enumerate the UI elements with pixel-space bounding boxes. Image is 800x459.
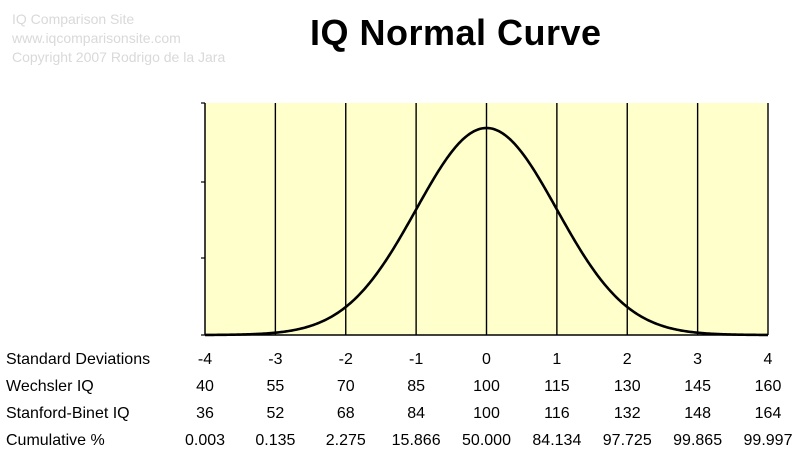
table-cell: 50.000 bbox=[462, 432, 511, 449]
table-row-label: Wechsler IQ bbox=[6, 378, 94, 395]
table-cell: 0.135 bbox=[255, 432, 296, 449]
table-cell: 36 bbox=[196, 405, 214, 422]
x-tick-label: 1 bbox=[552, 351, 562, 368]
table-cell: 68 bbox=[336, 405, 355, 422]
table-row-label: Stanford-Binet IQ bbox=[6, 405, 130, 422]
table-cell: 115 bbox=[544, 378, 570, 395]
table-cell: 85 bbox=[407, 378, 426, 395]
x-tick-label: -4 bbox=[197, 351, 213, 368]
x-tick-label: 3 bbox=[693, 351, 703, 368]
table-cell: 116 bbox=[544, 405, 570, 422]
x-tick-label: -3 bbox=[268, 351, 283, 368]
table-cell: 100 bbox=[473, 405, 500, 422]
table-cell: 130 bbox=[613, 378, 641, 395]
x-tick-label: -2 bbox=[338, 351, 353, 368]
watermark-site-name: IQ Comparison Site bbox=[12, 11, 135, 27]
table-cell: 15.866 bbox=[391, 432, 441, 449]
table-cell: 99.997 bbox=[743, 432, 793, 449]
table-cell: 70 bbox=[336, 378, 355, 395]
table-cell: 97.725 bbox=[602, 432, 652, 449]
table-cell: 0.003 bbox=[184, 432, 226, 449]
x-tick-label: 4 bbox=[763, 351, 773, 368]
table-cell: 2.275 bbox=[325, 432, 366, 449]
table-cell: 55 bbox=[266, 378, 285, 395]
x-tick-label: -1 bbox=[409, 351, 424, 368]
normal-curve-line bbox=[204, 126, 769, 337]
x-tick-label: 0 bbox=[482, 351, 491, 368]
table-cell: 40 bbox=[196, 378, 214, 395]
table-row-label: Standard Deviations bbox=[6, 351, 151, 368]
table-cell: 99.865 bbox=[673, 432, 723, 449]
table-cell: 84.134 bbox=[532, 432, 582, 449]
chart-title: IQ Normal Curve bbox=[310, 12, 602, 53]
table-cell: 145 bbox=[684, 378, 711, 395]
x-tick-label: 2 bbox=[622, 351, 632, 368]
table-cell: 148 bbox=[684, 405, 711, 422]
watermark: IQ Comparison Site www.iqcomparisonsite.… bbox=[12, 10, 225, 67]
table-cell: 100 bbox=[473, 378, 500, 395]
table-cell: 164 bbox=[754, 405, 782, 422]
table-cell: 84 bbox=[407, 405, 426, 422]
table-row-label: Cumulative % bbox=[6, 432, 105, 449]
table-cell: 52 bbox=[266, 405, 285, 422]
table-cell: 132 bbox=[613, 405, 641, 422]
watermark-copyright: Copyright 2007 Rodrigo de la Jara bbox=[12, 49, 226, 65]
table-cell: 160 bbox=[754, 378, 782, 395]
watermark-url: www.iqcomparisonsite.com bbox=[12, 30, 181, 46]
